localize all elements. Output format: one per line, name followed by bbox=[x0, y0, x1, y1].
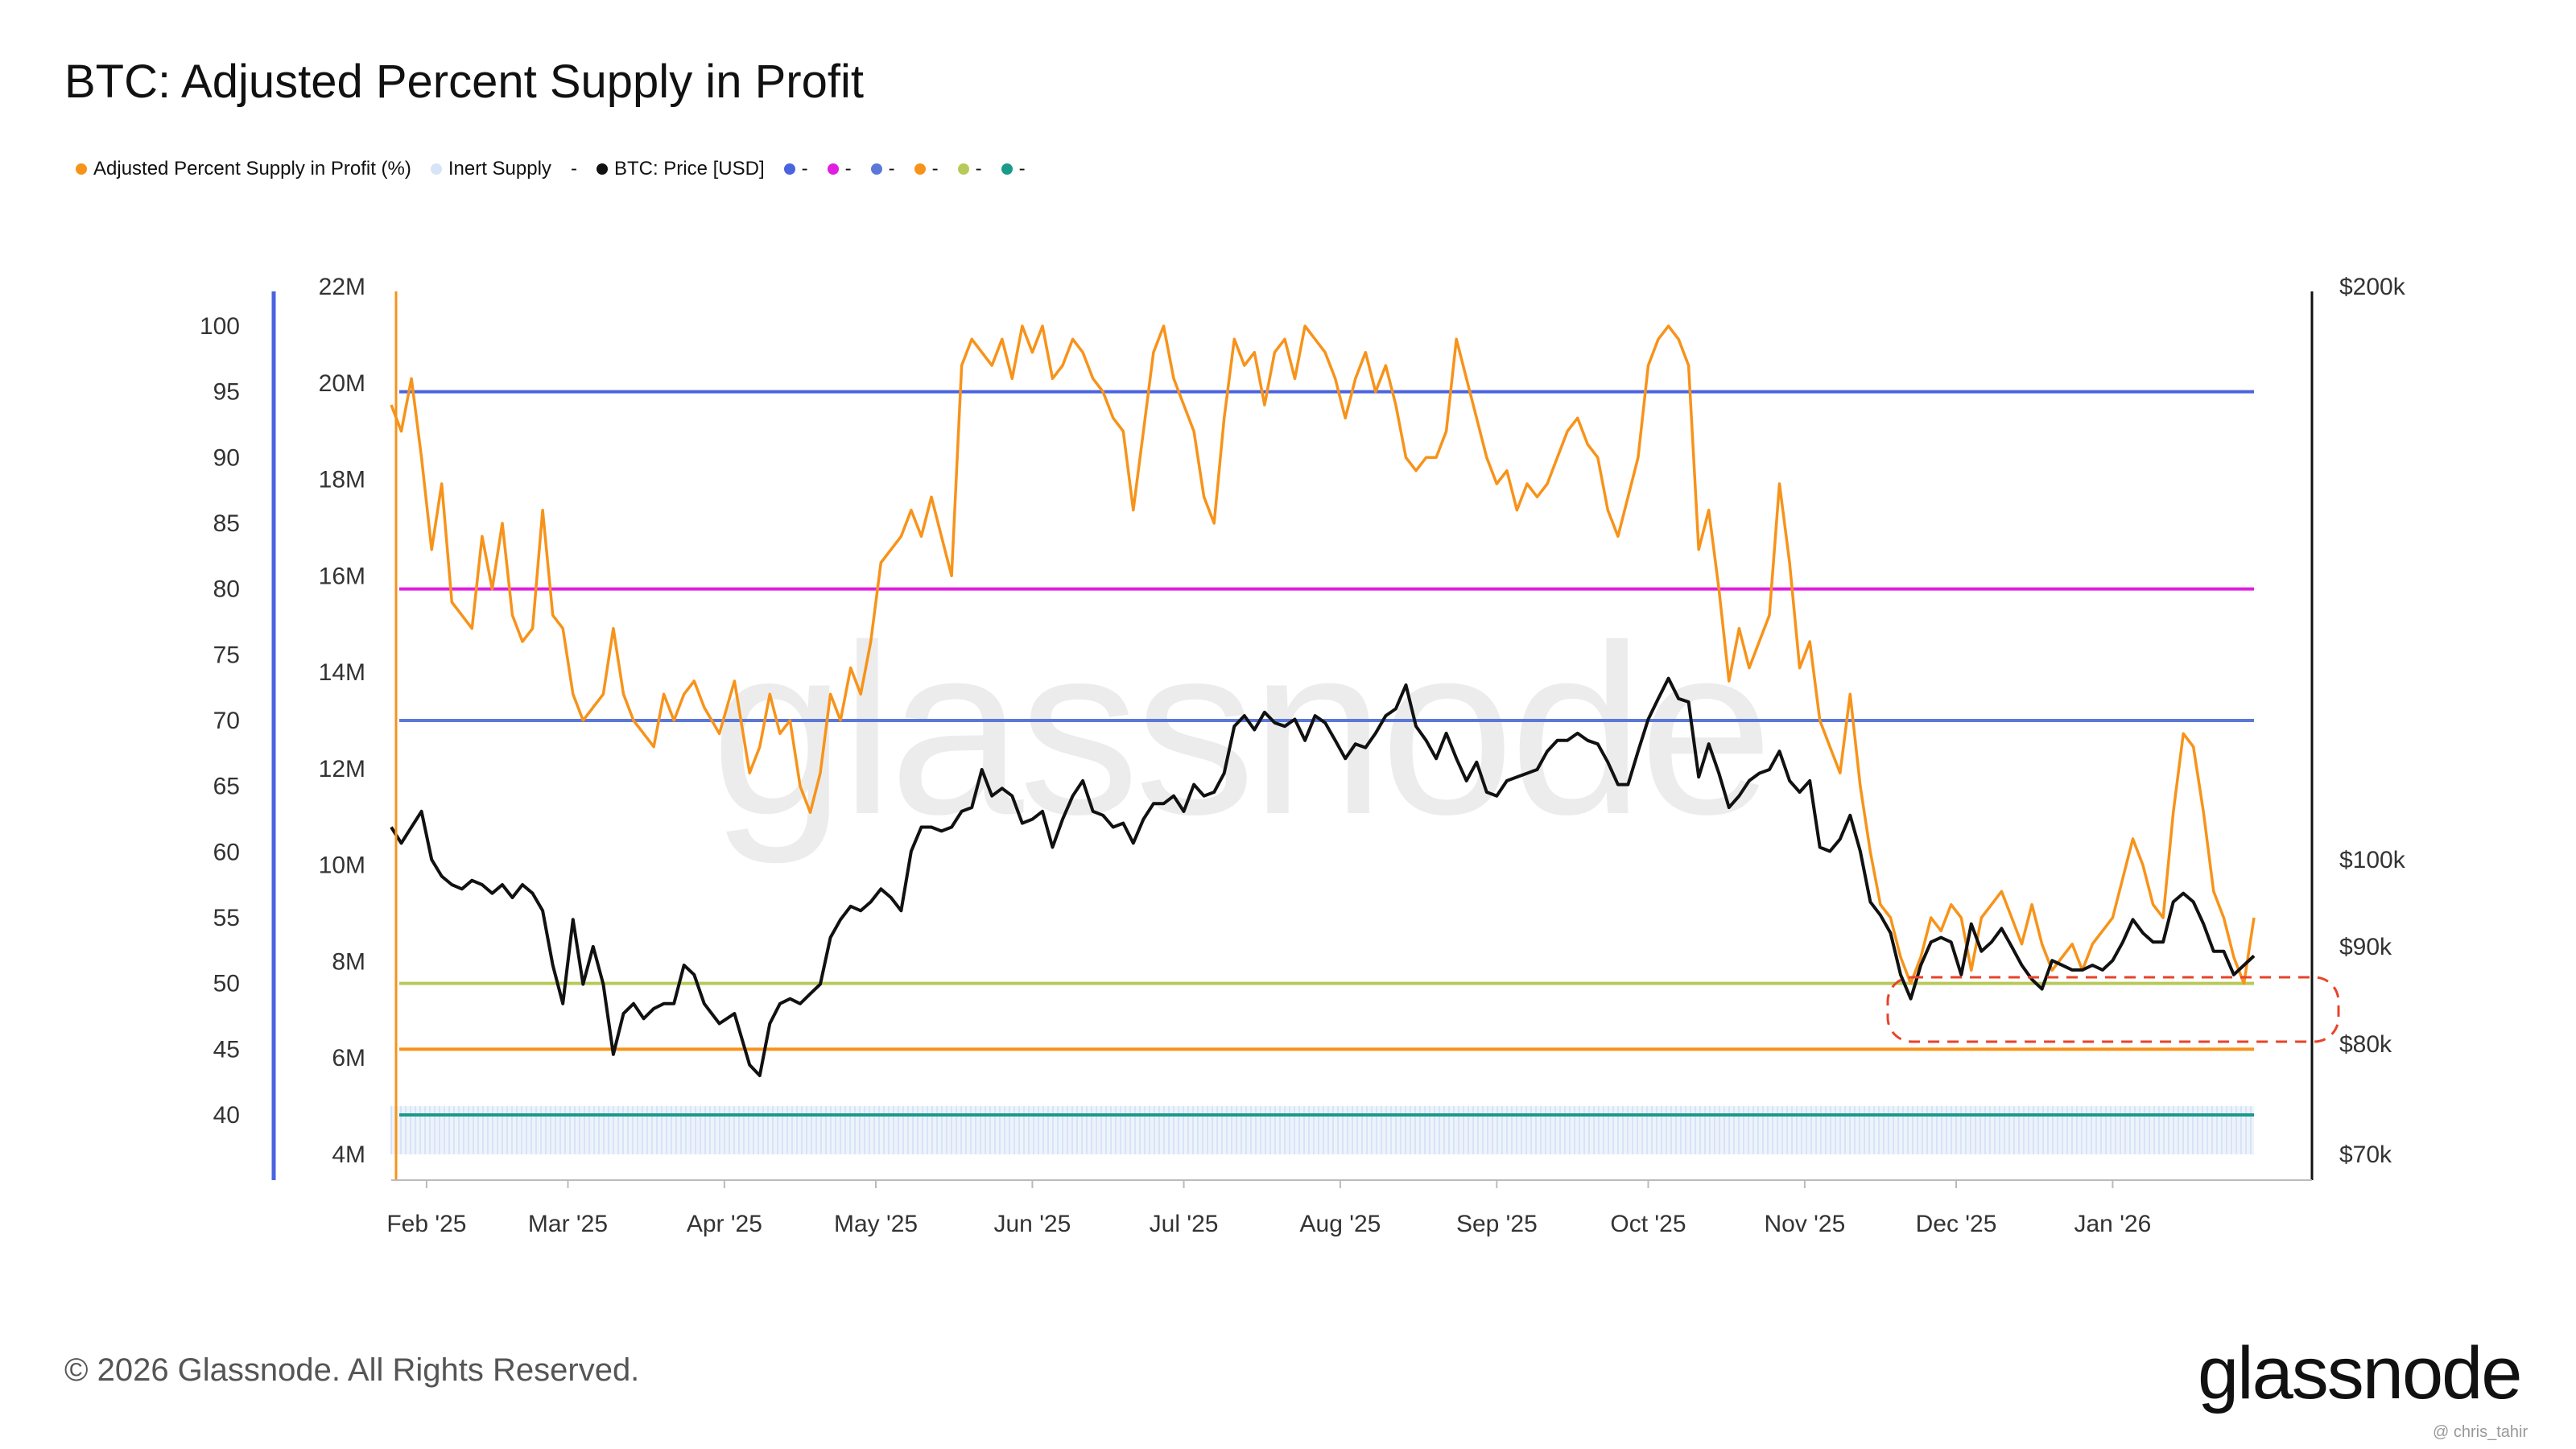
legend-marker bbox=[957, 163, 969, 175]
watermark: glassnode bbox=[711, 594, 1769, 866]
x-tick-label: May '25 bbox=[834, 1211, 918, 1237]
legend-marker bbox=[914, 163, 926, 175]
supply-tick-label: 4M bbox=[332, 1141, 365, 1168]
btc-price-line bbox=[390, 676, 2256, 1078]
legend-marker bbox=[596, 163, 608, 175]
legend-label: - bbox=[1018, 158, 1026, 180]
copyright-footer: © 2026 Glassnode. All Rights Reserved. bbox=[64, 1352, 640, 1388]
x-tick-label: Oct '25 bbox=[1610, 1211, 1686, 1237]
legend-marker bbox=[827, 163, 839, 175]
supply-tick-label: 22M bbox=[319, 274, 365, 300]
legend-label: - bbox=[570, 158, 577, 180]
legend-item[interactable]: - bbox=[1001, 158, 1026, 180]
x-tick-label: Sep '25 bbox=[1456, 1211, 1538, 1237]
legend-item[interactable]: - bbox=[783, 158, 808, 180]
supply-tick-label: 20M bbox=[319, 370, 365, 397]
legend-item[interactable]: - bbox=[957, 158, 982, 180]
percent-tick-label: 95 bbox=[213, 379, 240, 406]
supply-tick-label: 6M bbox=[332, 1045, 365, 1071]
legend-label: Inert Supply bbox=[448, 158, 551, 180]
legend: Adjusted Percent Supply in Profit (%) Ine… bbox=[76, 158, 1045, 180]
price-tick-label: $100k bbox=[2339, 847, 2406, 873]
price-tick-label: $80k bbox=[2339, 1031, 2392, 1058]
legend-item[interactable]: - bbox=[914, 158, 939, 180]
legend-item[interactable]: BTC: Price [USD] bbox=[596, 158, 765, 180]
percent-tick-label: 40 bbox=[213, 1102, 240, 1129]
legend-marker bbox=[870, 163, 882, 175]
percent-tick-label: 50 bbox=[213, 971, 240, 997]
percent-tick-label: 60 bbox=[213, 839, 240, 865]
supply-tick-label: 12M bbox=[319, 756, 365, 782]
price-tick-label: $90k bbox=[2339, 934, 2392, 960]
x-tick-label: Jun '25 bbox=[994, 1211, 1071, 1237]
percent-tick-label: 65 bbox=[213, 774, 240, 800]
percent-supply-profit-line bbox=[390, 324, 2256, 985]
legend-item[interactable]: - bbox=[827, 158, 852, 180]
price-tick-label: $70k bbox=[2339, 1141, 2392, 1168]
legend-marker bbox=[783, 163, 795, 175]
legend-marker bbox=[76, 163, 87, 175]
x-tick-label: Nov '25 bbox=[1764, 1211, 1845, 1237]
percent-tick-label: 90 bbox=[213, 444, 240, 471]
axes: 100 95 90 85 80 75 70 65 60 55 50 45 40 22M 20M 18M 16M 1… bbox=[200, 274, 2406, 1237]
legend-marker bbox=[430, 163, 442, 175]
chart-title: BTC: Adjusted Percent Supply in Profit bbox=[64, 56, 864, 108]
legend-label: - bbox=[844, 158, 852, 180]
x-tick-label: Aug '25 bbox=[1300, 1211, 1381, 1237]
supply-tick-label: 10M bbox=[319, 852, 365, 879]
percent-tick-label: 80 bbox=[213, 576, 240, 603]
x-tick-label: Dec '25 bbox=[1916, 1211, 1997, 1237]
legend-label: - bbox=[801, 158, 808, 180]
legend-item[interactable]: - bbox=[870, 158, 895, 180]
legend-item[interactable]: Inert Supply bbox=[430, 158, 551, 180]
legend-label: BTC: Price [USD] bbox=[613, 158, 765, 180]
x-tick-label: Apr '25 bbox=[687, 1211, 762, 1237]
legend-label: - bbox=[931, 158, 939, 180]
legend-item[interactable]: - bbox=[571, 158, 577, 180]
supply-tick-label: 14M bbox=[319, 659, 365, 686]
legend-item[interactable]: Adjusted Percent Supply in Profit (%) bbox=[76, 158, 411, 180]
x-tick-label: Jan '26 bbox=[2074, 1211, 2152, 1237]
reference-lines bbox=[399, 390, 2254, 1117]
percent-tick-label: 85 bbox=[213, 510, 240, 537]
supply-tick-label: 16M bbox=[319, 563, 365, 589]
glassnode-logo: glassnode bbox=[2198, 1332, 2522, 1414]
series-lines bbox=[390, 324, 2256, 1078]
legend-label: Adjusted Percent Supply in Profit (%) bbox=[93, 158, 411, 180]
x-tick-label: Jul '25 bbox=[1150, 1211, 1219, 1237]
x-tick-label: Mar '25 bbox=[528, 1211, 608, 1237]
legend-label: - bbox=[975, 158, 982, 180]
legend-marker bbox=[1001, 163, 1013, 175]
annotation-box bbox=[1886, 976, 2340, 1043]
percent-tick-label: 100 bbox=[200, 313, 240, 340]
percent-tick-label: 45 bbox=[213, 1036, 240, 1063]
credit-text: @ chris_tahir bbox=[2433, 1423, 2529, 1441]
supply-tick-label: 18M bbox=[319, 467, 365, 493]
percent-tick-label: 70 bbox=[213, 708, 240, 734]
supply-tick-label: 8M bbox=[332, 948, 365, 975]
legend-label: - bbox=[888, 158, 895, 180]
price-tick-label: $200k bbox=[2339, 274, 2406, 300]
x-tick-label: Feb '25 bbox=[386, 1211, 466, 1237]
percent-tick-label: 75 bbox=[213, 642, 240, 668]
percent-tick-label: 55 bbox=[213, 905, 240, 931]
